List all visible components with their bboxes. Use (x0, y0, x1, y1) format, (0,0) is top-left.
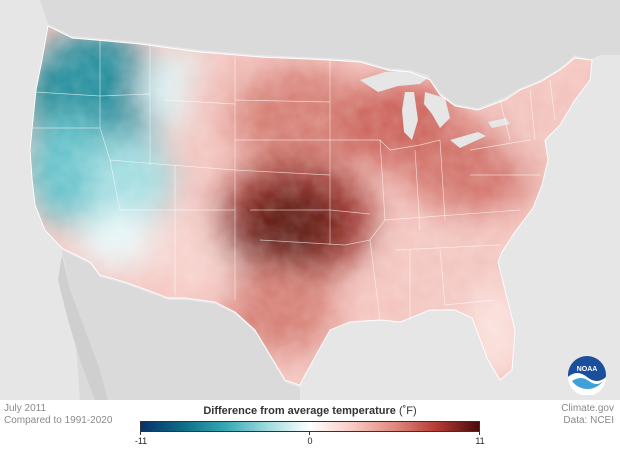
tick-mark-mid (309, 432, 310, 435)
source-label: Climate.gov (561, 403, 614, 414)
map-info-right: Climate.gov Data: NCEI (561, 403, 614, 427)
anomaly-map (0, 0, 620, 400)
lake-michigan (402, 92, 418, 140)
legend-title-text: Difference from average temperature (203, 405, 396, 417)
data-source-label: Data: NCEI (563, 415, 614, 426)
lake-erie (450, 132, 486, 148)
noaa-logo: NOAA (567, 355, 607, 396)
tick-mark-min (140, 432, 141, 435)
mexico-landmass (62, 250, 300, 400)
lake-superior (360, 70, 430, 92)
baseline-label: Compared to 1991-2020 (4, 415, 113, 426)
canada-landmass (0, 0, 620, 108)
svg-text:NOAA: NOAA (577, 366, 598, 373)
tick-mark-max (479, 432, 480, 435)
state-borders (33, 40, 556, 321)
legend-colorbar (140, 421, 480, 432)
legend-title: Difference from average temperature (˚F) (140, 405, 480, 417)
period-label: July 2011 (4, 403, 47, 414)
legend-mid-label: 0 (307, 436, 313, 446)
lake-huron (424, 92, 450, 128)
lake-ontario (488, 118, 510, 128)
legend-unit: (˚F) (398, 405, 417, 417)
legend-max-label: 11 (475, 436, 485, 446)
map-info-left: July 2011 Compared to 1991-2020 (4, 403, 112, 427)
legend-min-label: -11 (134, 436, 148, 446)
baja-peninsula (58, 255, 108, 400)
